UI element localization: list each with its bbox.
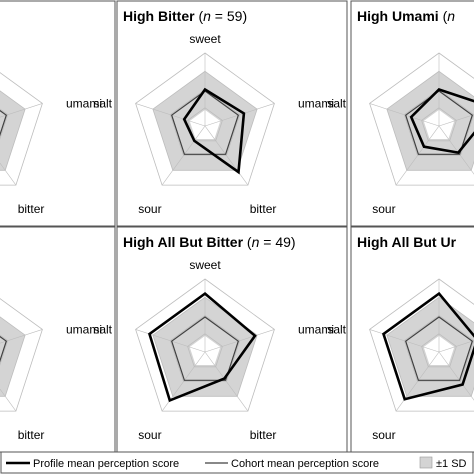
axis-spoke-umami — [204, 103, 275, 127]
panel-title: High All But Bitter (n = 49) — [123, 234, 296, 250]
grid-ring — [0, 108, 9, 140]
panel-frame — [116, 0, 348, 227]
radar-panel-2: sweet umami bitter sour salt High Bitter (n =… — [93, 0, 348, 227]
axis-label-salt: salt — [93, 96, 112, 110]
grid-ring — [0, 298, 43, 412]
axis-spoke-umami — [204, 329, 275, 353]
axis-label-sour: sour — [138, 428, 161, 442]
grid-ring — [169, 315, 241, 382]
sd-band — [152, 297, 258, 397]
axis-spoke-bitter — [438, 125, 474, 175]
sd-band — [0, 90, 26, 171]
legend-sd-swatch — [419, 456, 433, 469]
axis-spoke-sour — [161, 125, 206, 186]
axis-spoke-salt — [135, 103, 206, 127]
axis-label-bitter: bitter — [18, 202, 45, 216]
sd-band — [0, 316, 26, 397]
axis-spoke-sour — [395, 125, 440, 186]
axis-spoke-bitter — [0, 388, 17, 412]
legend-frame — [0, 451, 474, 474]
grid-ring — [0, 334, 9, 366]
panel-title: High Umami (n — [357, 8, 455, 24]
axis-spoke-bitter — [438, 351, 474, 401]
grid-ring — [187, 107, 223, 142]
radar-panel-3: salt sour High Umami (n — [327, 0, 474, 227]
cohort-mean-line — [0, 335, 8, 363]
axis-label-sour: sour — [372, 428, 395, 442]
profile-mean-line — [182, 87, 246, 175]
axis-spoke-umami — [0, 103, 43, 118]
grid-ring — [0, 72, 43, 186]
grid-ring — [386, 296, 474, 397]
grid-ring — [421, 107, 457, 142]
axis-spoke-bitter — [204, 125, 249, 186]
sd-band — [386, 71, 474, 171]
axis-spoke-salt — [135, 329, 206, 353]
axis-spoke-sour — [395, 351, 440, 412]
axis-label-salt: salt — [327, 96, 346, 110]
axis-label-salt: salt — [93, 322, 112, 336]
sd-band — [152, 71, 258, 171]
grid-ring — [421, 333, 457, 368]
panel-title: High All But Ur — [357, 234, 457, 250]
axis-label-sour: sour — [372, 202, 395, 216]
cohort-mean-line — [170, 90, 240, 155]
axis-spoke-salt — [369, 103, 440, 127]
axis-label-bitter: bitter — [250, 202, 277, 216]
axis-label-bitter: bitter — [18, 428, 45, 442]
axis-label-umami: umami — [66, 322, 102, 336]
grid-ring — [0, 90, 26, 171]
panel-frame — [350, 0, 474, 227]
axis-label-umami: umami — [298, 322, 334, 336]
profile-mean-line — [381, 291, 474, 401]
legend-profile-label: Profile mean perception score — [33, 458, 179, 470]
panels-layer: umami bitter sweet umami bitter sour salt High … — [0, 0, 474, 453]
profile-mean-line — [147, 291, 257, 403]
grid-ring — [187, 333, 223, 368]
axis-spoke-bitter — [204, 351, 249, 412]
axis-label-sour: sour — [138, 202, 161, 216]
cohort-mean-line — [0, 109, 8, 137]
grid-ring — [0, 316, 26, 397]
cohort-mean-line — [170, 316, 240, 381]
axis-label-bitter: bitter — [250, 428, 277, 442]
grid-ring — [369, 52, 474, 186]
axis-label-sweet: sweet — [189, 32, 221, 46]
axis-spoke-umami — [0, 329, 43, 344]
grid-ring — [135, 52, 275, 186]
grid-ring — [135, 278, 275, 412]
legend: Profile mean perception score Cohort mea… — [0, 451, 474, 474]
radar-panel-4: umamibittermi (n = 72) — [0, 226, 116, 453]
axis-spoke-salt — [369, 329, 440, 353]
radar-panel-1: umami bitter — [0, 0, 116, 227]
grid-ring — [169, 89, 241, 156]
radar-panel-6: salt sour High All But Ur — [327, 226, 474, 453]
panel-title: High Bitter (n = 59) — [123, 8, 247, 24]
axis-label-umami: umami — [298, 96, 334, 110]
profile-mean-line — [409, 88, 474, 155]
cohort-mean-line — [404, 90, 474, 155]
axis-label-umami: umami — [66, 96, 102, 110]
axis-label-sweet: sweet — [189, 258, 221, 272]
legend-cohort-label: Cohort mean perception score — [231, 458, 379, 470]
axis-label-salt: salt — [327, 322, 346, 336]
sd-band — [386, 297, 474, 397]
grid-ring — [386, 70, 474, 171]
grid-ring — [403, 315, 474, 382]
cohort-mean-line — [404, 316, 474, 381]
grid-ring — [369, 278, 474, 412]
legend-sd-label: ±1 SD — [436, 458, 467, 470]
panel-frame — [0, 0, 116, 227]
radar-panel-5: sweet umami bitter sour salt High All But Bit… — [93, 226, 348, 453]
axis-spoke-bitter — [0, 162, 17, 186]
grid-ring — [403, 89, 474, 156]
grid-ring — [152, 70, 258, 171]
panel-frame — [0, 226, 116, 453]
